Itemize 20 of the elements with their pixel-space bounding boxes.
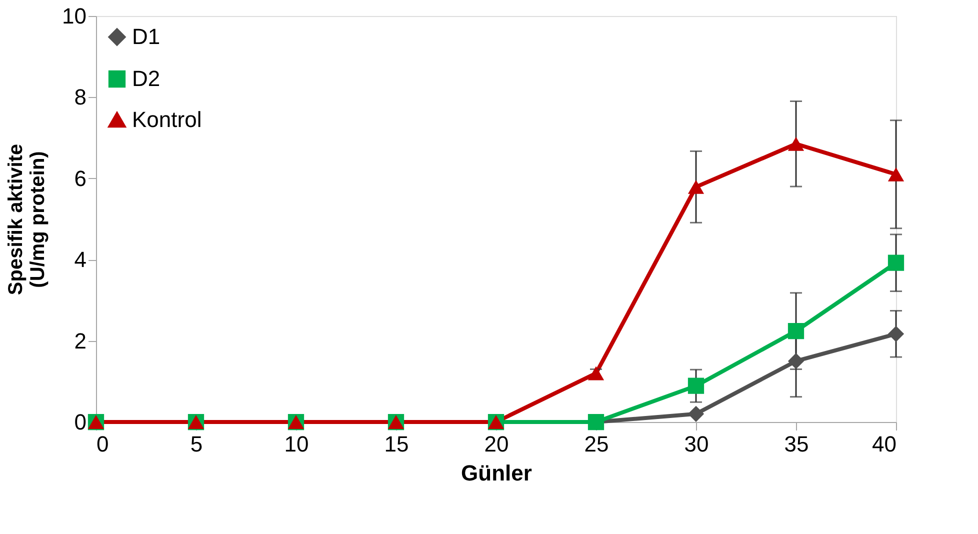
legend-label: D2 xyxy=(132,66,160,91)
x-tick-label: 30 xyxy=(684,432,709,456)
y-axis-title: Spesifik aktivite (U/mg protein) xyxy=(5,144,50,296)
y-tick-label: 0 xyxy=(74,410,86,434)
x-tick-label: 35 xyxy=(784,432,809,456)
x-axis-title: Günler xyxy=(461,460,532,486)
x-tick-label: 20 xyxy=(484,432,509,456)
x-tick-label: 0 xyxy=(96,432,109,456)
x-tick-label: 10 xyxy=(284,432,309,456)
x-tick-label: 25 xyxy=(584,432,609,456)
legend-label: Kontrol xyxy=(132,107,202,132)
y-tick-label: 6 xyxy=(74,166,86,191)
y-tick-label: 2 xyxy=(74,328,86,354)
x-tick-label: 15 xyxy=(384,432,409,456)
y-tick-label: 4 xyxy=(74,247,86,272)
y-tick-label: 8 xyxy=(74,84,86,110)
x-tick-label: 5 xyxy=(190,432,203,456)
legend-label: D1 xyxy=(132,24,160,49)
y-tick-label: 10 xyxy=(62,4,86,28)
x-tick-label: 40 xyxy=(872,432,896,456)
